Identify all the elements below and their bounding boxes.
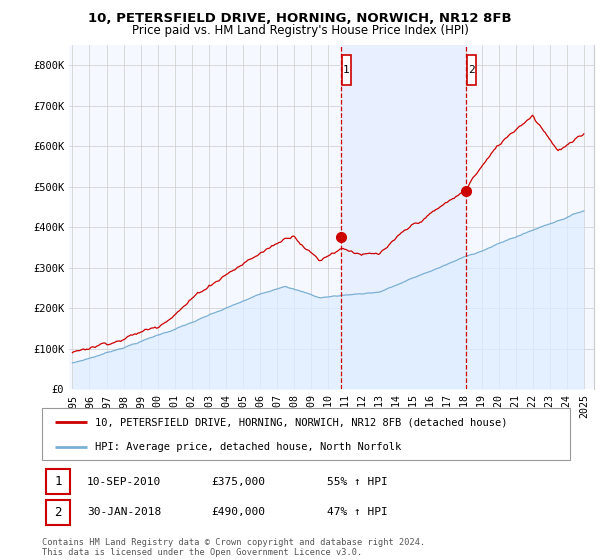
- Text: HPI: Average price, detached house, North Norfolk: HPI: Average price, detached house, Nort…: [95, 442, 401, 452]
- Text: 55% ↑ HPI: 55% ↑ HPI: [327, 477, 388, 487]
- FancyBboxPatch shape: [342, 55, 351, 85]
- Text: 47% ↑ HPI: 47% ↑ HPI: [327, 507, 388, 517]
- Text: 10, PETERSFIELD DRIVE, HORNING, NORWICH, NR12 8FB: 10, PETERSFIELD DRIVE, HORNING, NORWICH,…: [88, 12, 512, 25]
- Text: 1: 1: [55, 475, 62, 488]
- Text: £375,000: £375,000: [211, 477, 265, 487]
- Text: 1: 1: [343, 65, 350, 75]
- Text: 10, PETERSFIELD DRIVE, HORNING, NORWICH, NR12 8FB (detached house): 10, PETERSFIELD DRIVE, HORNING, NORWICH,…: [95, 417, 508, 427]
- Text: Contains HM Land Registry data © Crown copyright and database right 2024.
This d: Contains HM Land Registry data © Crown c…: [42, 538, 425, 557]
- FancyBboxPatch shape: [46, 500, 70, 525]
- FancyBboxPatch shape: [42, 408, 570, 460]
- Bar: [341, 45, 466, 389]
- FancyBboxPatch shape: [46, 469, 70, 494]
- Text: 30-JAN-2018: 30-JAN-2018: [87, 507, 161, 517]
- Text: £490,000: £490,000: [211, 507, 265, 517]
- FancyBboxPatch shape: [467, 55, 476, 85]
- Text: 10-SEP-2010: 10-SEP-2010: [87, 477, 161, 487]
- Text: 2: 2: [468, 65, 475, 75]
- Text: 2: 2: [55, 506, 62, 519]
- Text: Price paid vs. HM Land Registry's House Price Index (HPI): Price paid vs. HM Land Registry's House …: [131, 24, 469, 37]
